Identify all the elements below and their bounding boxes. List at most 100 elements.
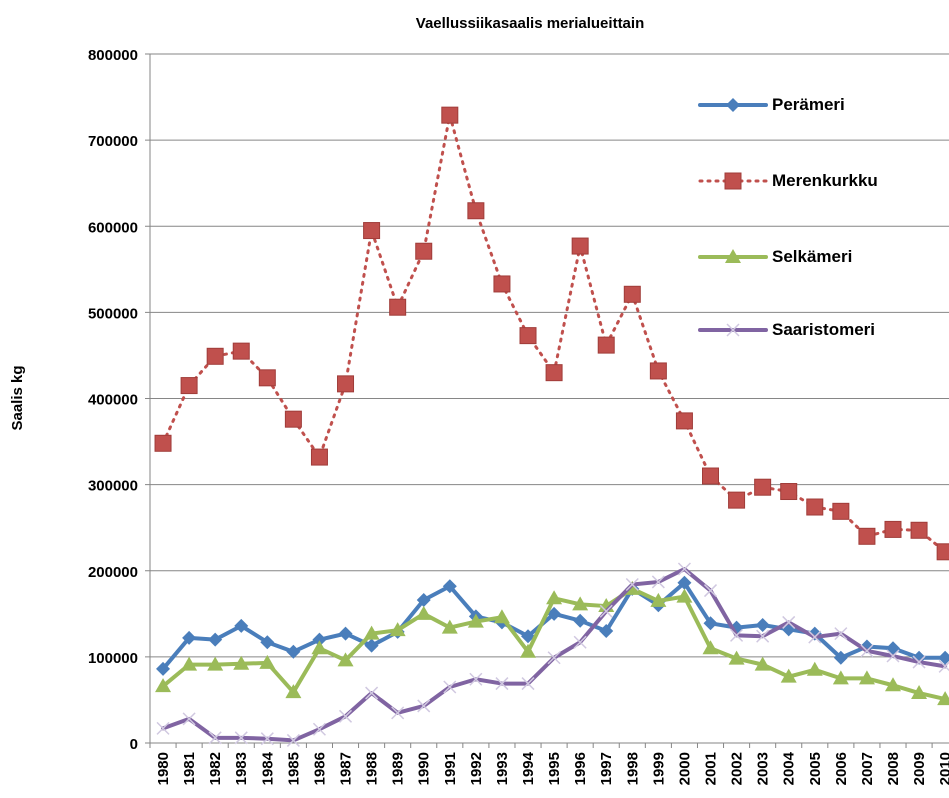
point bbox=[389, 622, 406, 637]
point bbox=[780, 483, 798, 501]
point bbox=[206, 347, 224, 365]
x-tick-label: 1981 bbox=[181, 752, 198, 785]
x-tick-label: 1987 bbox=[338, 752, 355, 785]
point bbox=[415, 605, 432, 620]
point bbox=[703, 616, 718, 631]
y-tick-label: 300000 bbox=[88, 478, 138, 495]
point bbox=[234, 618, 249, 633]
point bbox=[599, 604, 613, 618]
legend-marker bbox=[726, 98, 740, 112]
x-tick-label: 2004 bbox=[781, 751, 798, 785]
point bbox=[938, 659, 949, 673]
point bbox=[651, 575, 665, 589]
point bbox=[363, 222, 381, 240]
x-tick-label: 2008 bbox=[885, 752, 902, 785]
point bbox=[391, 706, 405, 720]
point bbox=[207, 656, 224, 671]
x-tick-label: 1988 bbox=[364, 752, 381, 785]
point bbox=[312, 632, 327, 647]
point bbox=[182, 712, 196, 726]
point bbox=[858, 527, 876, 545]
point bbox=[363, 625, 380, 640]
x-tick-label: 1986 bbox=[311, 752, 328, 785]
point bbox=[154, 434, 172, 452]
point bbox=[649, 362, 667, 380]
x-tick-label: 2003 bbox=[755, 752, 772, 785]
point bbox=[884, 677, 901, 692]
point bbox=[180, 377, 198, 395]
point bbox=[676, 588, 693, 603]
point bbox=[754, 656, 771, 671]
point bbox=[441, 619, 458, 634]
point bbox=[571, 237, 589, 255]
point bbox=[467, 202, 485, 220]
point bbox=[441, 106, 459, 124]
x-tick-label: 1996 bbox=[572, 752, 589, 785]
point bbox=[728, 491, 746, 509]
point bbox=[155, 678, 172, 693]
point bbox=[285, 684, 302, 699]
point bbox=[755, 618, 770, 633]
point bbox=[677, 562, 691, 576]
point bbox=[338, 626, 353, 641]
point bbox=[756, 629, 770, 643]
point bbox=[208, 632, 223, 647]
point bbox=[675, 412, 693, 430]
y-tick-label: 200000 bbox=[88, 564, 138, 581]
point bbox=[520, 643, 537, 658]
point bbox=[260, 635, 275, 650]
point bbox=[573, 613, 588, 628]
x-tick-label: 1985 bbox=[285, 752, 302, 785]
x-tick-label: 1980 bbox=[155, 752, 172, 785]
point bbox=[521, 629, 536, 644]
legend-marker bbox=[725, 249, 741, 263]
point bbox=[884, 520, 902, 538]
legend-label: Perämeri bbox=[772, 95, 845, 114]
point bbox=[858, 670, 875, 685]
point bbox=[833, 650, 848, 665]
legend-marker bbox=[726, 323, 740, 337]
point bbox=[937, 691, 949, 706]
point bbox=[495, 677, 509, 691]
point bbox=[547, 606, 562, 621]
point bbox=[208, 731, 222, 745]
point bbox=[547, 651, 561, 665]
x-tick-label: 1992 bbox=[468, 752, 485, 785]
point bbox=[286, 644, 301, 659]
x-tick-label: 2002 bbox=[729, 752, 746, 785]
point bbox=[181, 656, 198, 671]
point bbox=[364, 638, 379, 653]
point bbox=[597, 336, 615, 354]
point bbox=[234, 731, 248, 745]
point bbox=[728, 650, 745, 665]
x-tick-label: 1993 bbox=[494, 752, 511, 785]
point bbox=[442, 579, 457, 594]
point bbox=[702, 467, 720, 485]
x-tick-label: 1999 bbox=[650, 752, 667, 785]
x-tick-label: 1995 bbox=[546, 752, 563, 785]
point bbox=[310, 448, 328, 466]
x-tick-label: 1984 bbox=[259, 751, 276, 785]
point bbox=[650, 592, 667, 607]
point bbox=[702, 640, 719, 655]
point bbox=[703, 584, 718, 598]
point bbox=[286, 733, 300, 747]
point bbox=[936, 543, 949, 561]
x-tick-label: 1994 bbox=[520, 751, 537, 785]
x-tick-label: 1989 bbox=[390, 752, 407, 785]
point bbox=[860, 644, 874, 658]
point bbox=[519, 327, 537, 345]
y-tick-label: 100000 bbox=[88, 650, 138, 667]
point bbox=[467, 613, 484, 628]
x-tick-label: 1983 bbox=[233, 752, 250, 785]
legend-marker bbox=[724, 172, 742, 190]
point bbox=[545, 364, 563, 382]
x-tick-label: 2007 bbox=[859, 752, 876, 785]
point bbox=[806, 498, 824, 516]
point bbox=[623, 285, 641, 303]
x-tick-label: 2001 bbox=[703, 752, 720, 785]
point bbox=[599, 624, 614, 639]
y-tick-label: 500000 bbox=[88, 305, 138, 322]
x-tick-label: 2010 bbox=[937, 752, 949, 785]
